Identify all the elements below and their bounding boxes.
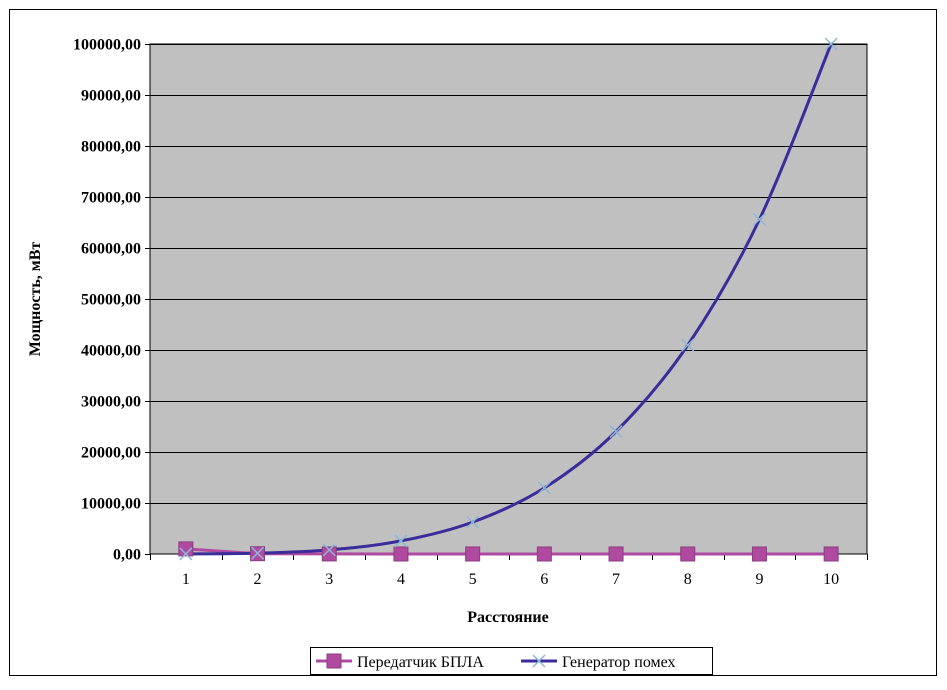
data-point-transmitter [751, 546, 767, 562]
grid-lines [150, 44, 867, 504]
data-point-jammer-stroke [322, 543, 336, 557]
y-tick-label: 60000,00 [81, 241, 141, 258]
y-tick-label: 90000,00 [81, 88, 141, 105]
y-tick-label: 50000,00 [81, 292, 141, 309]
data-point-transmitter [178, 541, 194, 557]
data-point-transmitter [465, 546, 481, 562]
series-line-transmitter [185, 547, 832, 556]
y-axis-ticks: 0,00 10000,00 20000,00 30000,00 40000,00 5000… [73, 37, 150, 564]
y-tick-label: 80000,00 [81, 139, 141, 156]
x-tick-label: 3 [325, 571, 333, 588]
data-point-jammer [322, 543, 336, 557]
y-tick-label: 70000,00 [81, 190, 141, 207]
data-point-jammer-stroke [681, 338, 695, 352]
data-point-transmitter [823, 546, 839, 562]
data-point-jammer-stroke [537, 481, 551, 495]
x-tick-label: 7 [612, 571, 620, 588]
data-point-transmitter [608, 546, 624, 562]
legend-box [310, 647, 713, 675]
data-point-jammer-stroke [824, 37, 838, 51]
legend-marker-jammer [532, 654, 546, 668]
data-point-jammer [251, 546, 265, 560]
data-point-jammer-stroke [251, 546, 265, 560]
data-point-jammer-stroke [179, 547, 193, 561]
data-point-jammer-stroke [609, 425, 623, 439]
data-point-jammer-stroke [466, 515, 480, 529]
x-tick-label: 10 [823, 571, 839, 588]
y-tick-label: 20000,00 [81, 445, 141, 462]
y-axis-label: Мощность, мВт [27, 242, 44, 357]
y-tick-label: 100000,00 [73, 37, 141, 54]
legend-label-transmitter: Передатчик БПЛА [357, 654, 484, 671]
data-point-jammer [752, 212, 766, 226]
data-point-jammer [824, 37, 838, 51]
data-point-jammer-stroke [752, 212, 766, 226]
data-point-transmitter [393, 546, 409, 562]
x-tick-label: 4 [397, 571, 405, 588]
data-point-jammer-stroke [394, 534, 408, 548]
data-point-transmitter [321, 546, 337, 562]
x-tick-label: 9 [755, 571, 763, 588]
data-point-jammer [537, 481, 551, 495]
data-point-jammer [466, 515, 480, 529]
x-axis-label: Расстояние [467, 609, 549, 626]
y-tick-label: 0,00 [113, 547, 141, 564]
y-tick-label: 10000,00 [81, 496, 141, 513]
data-point-jammer [681, 338, 695, 352]
x-tick-label: 8 [684, 571, 692, 588]
x-axis-ticks: 1 2 3 4 5 6 7 8 9 10 [150, 554, 868, 588]
legend-label-jammer: Генератор помех [562, 654, 676, 671]
data-point-transmitter [536, 546, 552, 562]
x-tick-label: 2 [254, 571, 262, 588]
legend-marker-transmitter [326, 653, 342, 669]
x-tick-label: 1 [182, 571, 190, 588]
data-point-jammer [609, 425, 623, 439]
data-point-jammer [394, 534, 408, 548]
legend: Передатчик БПЛА Генератор помех [310, 647, 713, 675]
y-tick-label: 40000,00 [81, 343, 141, 360]
y-tick-label: 30000,00 [81, 394, 141, 411]
series-layer [178, 37, 839, 562]
data-point-transmitter [680, 546, 696, 562]
x-tick-label: 5 [469, 571, 477, 588]
x-tick-label: 6 [540, 571, 548, 588]
data-point-jammer [179, 547, 193, 561]
